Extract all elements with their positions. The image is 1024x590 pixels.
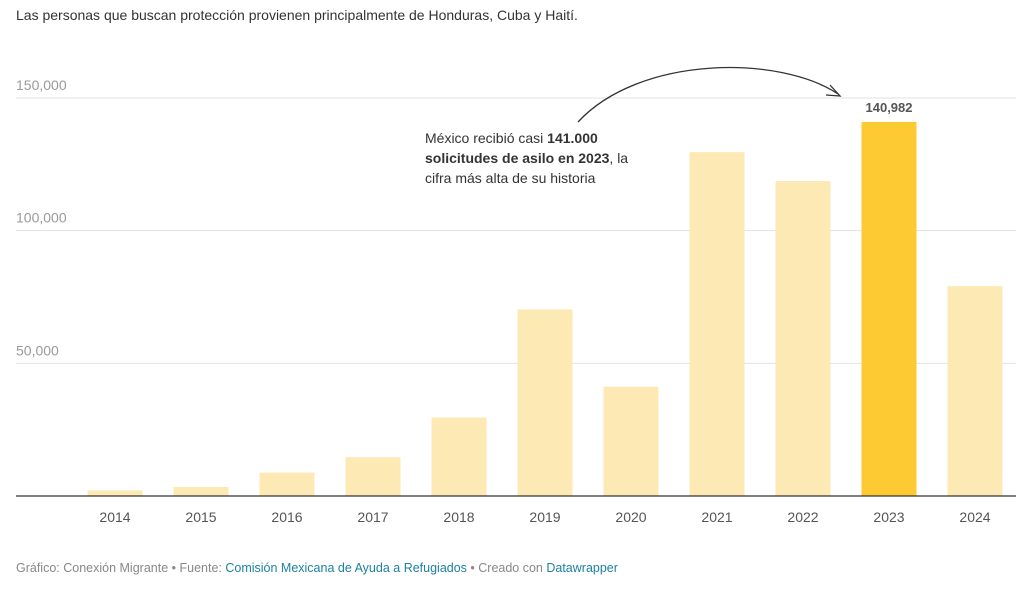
bar-2018 xyxy=(431,417,487,496)
x-tick-label: 2024 xyxy=(959,509,990,525)
annotation-arrowhead xyxy=(825,84,842,97)
annotation-arrow xyxy=(577,66,839,123)
footer-credits: Gráfico: Conexión Migrante • Fuente: Com… xyxy=(16,561,618,575)
y-tick-label: 150,000 xyxy=(16,77,67,93)
bar-2014 xyxy=(87,490,143,496)
bar-2015 xyxy=(173,486,229,496)
bar-2019 xyxy=(517,309,573,496)
bar-2016 xyxy=(259,472,315,496)
bar-2024 xyxy=(947,286,1003,496)
x-tick-label: 2021 xyxy=(701,509,732,525)
bar-2021 xyxy=(689,152,745,497)
y-tick-label: 50,000 xyxy=(16,342,59,358)
footer-prefix: Gráfico: Conexión Migrante • Fuente: xyxy=(16,561,226,575)
source-link[interactable]: Comisión Mexicana de Ayuda a Refugiados xyxy=(225,561,467,575)
x-tick-label: 2022 xyxy=(787,509,818,525)
annotation-text: México recibió casi 141.000 solicitudes … xyxy=(425,128,655,188)
bar-2023 xyxy=(861,121,917,496)
x-tick-label: 2019 xyxy=(529,509,560,525)
x-tick-label: 2015 xyxy=(185,509,216,525)
x-axis-ticks: 2014 2015 2016 2017 2018 2019 2020 2021 2022 2023… xyxy=(99,509,990,525)
highlight-data-label: 140,982 xyxy=(866,100,913,115)
y-tick-label: 100,000 xyxy=(16,210,67,226)
footer-mid: • Creado con xyxy=(466,561,547,575)
y-axis-ticks: 50,000 100,000 150,000 xyxy=(16,77,67,358)
x-tick-label: 2017 xyxy=(357,509,388,525)
chart-subtitle: Las personas que buscan protección provi… xyxy=(16,7,578,23)
x-tick-label: 2014 xyxy=(99,509,130,525)
annotation-part2: , la cifra más alta de su historia xyxy=(425,150,629,186)
bar-2017 xyxy=(345,457,401,496)
annotation-bold: 141.000 solicitudes de asilo en 2023 xyxy=(425,130,610,166)
x-tick-label: 2023 xyxy=(873,509,904,525)
x-tick-label: 2020 xyxy=(615,509,646,525)
x-tick-label: 2016 xyxy=(271,509,302,525)
annotation-part1: México recibió casi xyxy=(425,130,548,146)
bar-2022 xyxy=(775,181,831,497)
bar-2020 xyxy=(603,386,659,496)
x-tick-label: 2018 xyxy=(443,509,474,525)
datawrapper-link[interactable]: Datawrapper xyxy=(546,561,618,575)
grid-lines xyxy=(16,97,1016,364)
bars xyxy=(87,121,1003,497)
